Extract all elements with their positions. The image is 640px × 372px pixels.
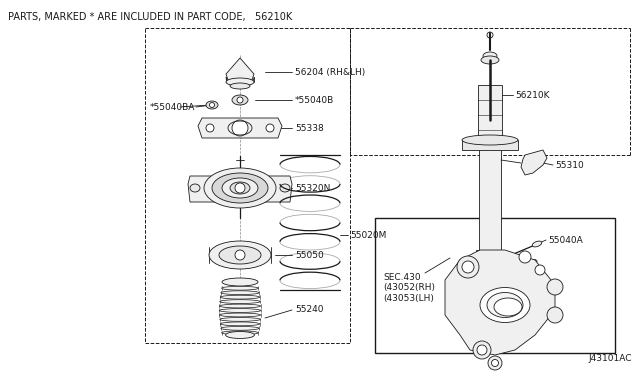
Ellipse shape: [221, 291, 259, 295]
Ellipse shape: [222, 278, 258, 286]
Circle shape: [206, 124, 214, 132]
Polygon shape: [521, 150, 547, 175]
Ellipse shape: [483, 52, 497, 60]
Ellipse shape: [220, 322, 260, 326]
Ellipse shape: [230, 83, 250, 89]
Ellipse shape: [190, 184, 200, 192]
Polygon shape: [445, 250, 555, 355]
Ellipse shape: [209, 241, 271, 269]
Ellipse shape: [232, 95, 248, 105]
Text: 56204 (RH&LH): 56204 (RH&LH): [295, 67, 365, 77]
Bar: [145, 28, 350, 343]
Ellipse shape: [487, 292, 523, 317]
Polygon shape: [188, 176, 292, 202]
Text: 55310: 55310: [555, 160, 584, 170]
Ellipse shape: [494, 298, 522, 316]
Ellipse shape: [220, 318, 260, 321]
Polygon shape: [462, 140, 518, 150]
Ellipse shape: [527, 259, 537, 264]
Circle shape: [457, 256, 479, 278]
Ellipse shape: [220, 304, 260, 308]
Circle shape: [266, 124, 274, 132]
Text: 55338: 55338: [295, 124, 324, 132]
Ellipse shape: [480, 288, 530, 323]
Ellipse shape: [220, 313, 260, 317]
Circle shape: [519, 251, 531, 263]
Ellipse shape: [462, 135, 518, 145]
Circle shape: [473, 341, 491, 359]
Text: 55040A: 55040A: [548, 235, 583, 244]
Circle shape: [232, 120, 248, 136]
Ellipse shape: [221, 331, 259, 335]
Ellipse shape: [206, 101, 218, 109]
Text: *55040BA: *55040BA: [150, 103, 195, 112]
Bar: [478, 85, 502, 145]
Text: 56210K: 56210K: [515, 90, 550, 99]
Text: 55240: 55240: [295, 305, 323, 314]
Text: 55320N: 55320N: [295, 183, 330, 192]
Ellipse shape: [481, 56, 499, 64]
Circle shape: [462, 261, 474, 273]
Ellipse shape: [532, 241, 542, 247]
Text: J43101AC: J43101AC: [589, 354, 632, 363]
Circle shape: [235, 250, 245, 260]
Ellipse shape: [222, 178, 258, 198]
Polygon shape: [198, 118, 282, 138]
Circle shape: [209, 103, 214, 108]
Text: 55050: 55050: [295, 250, 324, 260]
Circle shape: [487, 32, 493, 38]
Ellipse shape: [476, 257, 504, 267]
Bar: [476, 250, 504, 275]
Ellipse shape: [212, 173, 268, 203]
Bar: [479, 148, 501, 253]
Ellipse shape: [220, 300, 260, 304]
Ellipse shape: [204, 168, 276, 208]
Circle shape: [535, 265, 545, 275]
Ellipse shape: [221, 326, 259, 330]
Ellipse shape: [280, 184, 290, 192]
Ellipse shape: [226, 78, 254, 86]
Ellipse shape: [221, 286, 259, 290]
Circle shape: [547, 307, 563, 323]
Circle shape: [488, 356, 502, 370]
Circle shape: [477, 345, 487, 355]
Polygon shape: [226, 58, 254, 80]
Bar: [375, 218, 615, 353]
Ellipse shape: [220, 295, 260, 299]
Text: 55020M: 55020M: [350, 231, 387, 240]
Circle shape: [237, 97, 243, 103]
Ellipse shape: [219, 246, 261, 264]
Text: SEC.430
(43052(RH)
(43053(LH): SEC.430 (43052(RH) (43053(LH): [383, 273, 435, 303]
Ellipse shape: [220, 309, 260, 312]
Circle shape: [235, 183, 245, 193]
Ellipse shape: [226, 331, 255, 339]
Circle shape: [492, 359, 499, 366]
Ellipse shape: [230, 182, 250, 194]
Text: *55040B: *55040B: [295, 96, 334, 105]
Text: PARTS, MARKED * ARE INCLUDED IN PART CODE,   56210K: PARTS, MARKED * ARE INCLUDED IN PART COD…: [8, 12, 292, 22]
Circle shape: [547, 279, 563, 295]
